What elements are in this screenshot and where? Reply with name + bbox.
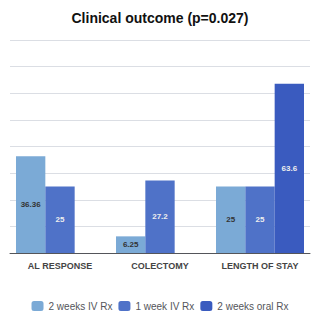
svg-text:COLECTOMY: COLECTOMY bbox=[131, 261, 188, 271]
svg-text:25: 25 bbox=[56, 215, 65, 224]
svg-text:1 week IV Rx: 1 week IV Rx bbox=[135, 301, 194, 312]
svg-text:36.36: 36.36 bbox=[21, 200, 42, 209]
svg-text:AL RESPONSE: AL RESPONSE bbox=[28, 261, 92, 271]
svg-text:Clinical outcome (p=0.027): Clinical outcome (p=0.027) bbox=[72, 10, 249, 26]
svg-text:27.2: 27.2 bbox=[152, 212, 168, 221]
svg-text:2 weeks IV Rx: 2 weeks IV Rx bbox=[49, 301, 113, 312]
svg-text:6.25: 6.25 bbox=[123, 240, 139, 249]
svg-text:25: 25 bbox=[226, 215, 235, 224]
svg-text:25: 25 bbox=[256, 215, 265, 224]
svg-text:63.6: 63.6 bbox=[282, 164, 298, 173]
svg-text:2 weeks oral Rx: 2 weeks oral Rx bbox=[217, 301, 288, 312]
svg-text:LENGTH OF STAY: LENGTH OF STAY bbox=[221, 261, 298, 271]
